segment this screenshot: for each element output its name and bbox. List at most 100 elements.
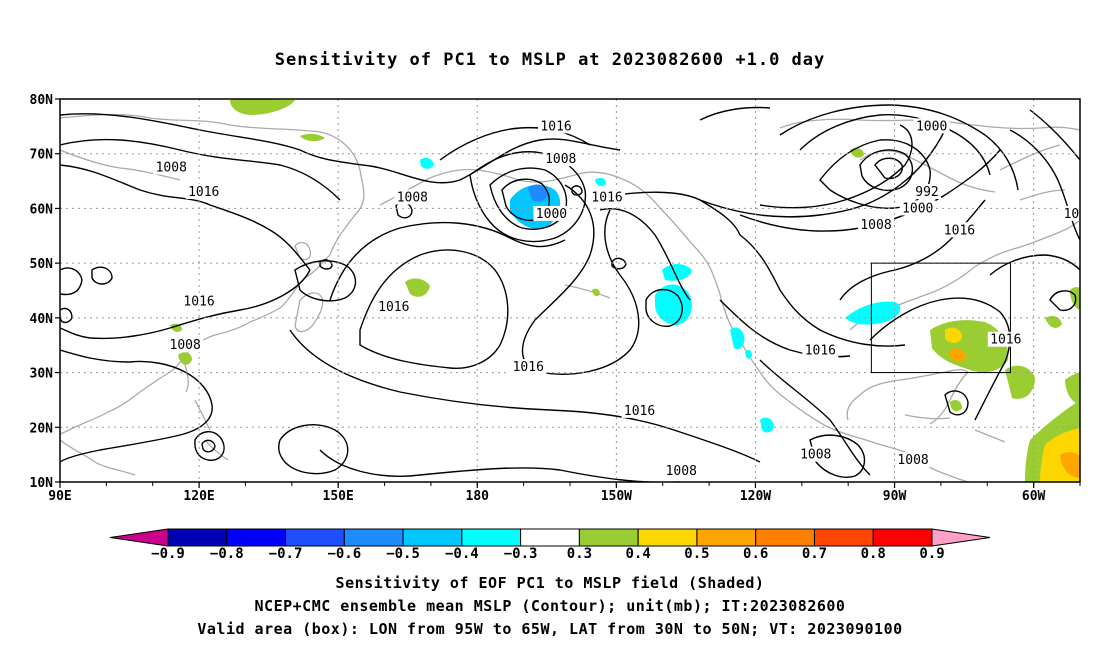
contour-label: 101 [1064, 207, 1087, 222]
colorbar-swatch [637, 528, 698, 547]
colorbar-label: −0.5 [386, 546, 420, 562]
colorbar-label: 0.8 [861, 546, 886, 562]
contour-label: 1008 [156, 160, 187, 175]
contour-label-bg [858, 216, 894, 232]
contour-label: 1000 [536, 207, 567, 222]
colorbar-swatch [285, 528, 345, 547]
contour-label: 1008 [666, 464, 697, 479]
colorbar-swatch [461, 528, 522, 547]
colorbar-swatch [402, 528, 463, 547]
colorbar-label: 0.7 [802, 546, 827, 562]
lat-tick-label: 40N [30, 312, 54, 327]
contour-label: 1008 [397, 190, 428, 205]
colorbar-swatch [813, 528, 874, 547]
lon-tick-label: 90E [48, 489, 71, 504]
contour-label-bg [797, 446, 834, 462]
contour-label-bg [542, 151, 579, 167]
colorbar-label: 0.3 [567, 546, 592, 562]
contour-label-bg [181, 293, 218, 309]
contour-label-bg [538, 118, 575, 134]
caption-line-2: NCEP+CMC ensemble mean MSLP (Contour); u… [254, 597, 846, 615]
lat-tick-label: 20N [30, 421, 54, 436]
colorbar-swatch [226, 528, 287, 547]
contour-label: 1008 [800, 448, 831, 463]
lat-tick-label: 50N [30, 257, 54, 272]
contour-label-bg [167, 337, 204, 353]
contour-label: 1000 [902, 201, 933, 216]
contour-label: 1008 [897, 453, 928, 468]
colorbar-swatch [755, 528, 815, 547]
contour-label-bg [913, 184, 941, 200]
lon-tick-label: 90W [883, 489, 907, 504]
colorbar-label: −0.9 [151, 546, 185, 562]
contour-label: 1016 [591, 190, 622, 205]
colorbar-label: −0.4 [445, 546, 479, 562]
contour-label-bg [375, 298, 412, 314]
contour-label: 1016 [540, 119, 571, 134]
contour-label: 1008 [545, 152, 576, 167]
contour-label-bg [589, 189, 626, 205]
contour-label-bg [913, 118, 950, 134]
colorbar-label: 0.9 [919, 546, 944, 562]
contour-label: 1016 [624, 404, 655, 419]
contour-label-bg [941, 222, 978, 238]
contour-label: 1008 [860, 218, 891, 233]
contour-label-bg [802, 342, 839, 358]
colorbar-label: 0.4 [626, 546, 651, 562]
contour-label-bg [533, 205, 570, 221]
lat-tick-label: 60N [30, 202, 54, 217]
lat-tick-label: 70N [30, 148, 54, 163]
colorbar-label: 0.5 [684, 546, 709, 562]
caption-line-1: Sensitivity of EOF PC1 to MSLP field (Sh… [335, 574, 765, 592]
colorbar-label: −0.3 [504, 546, 538, 562]
lon-tick-label: 180 [466, 489, 490, 504]
colorbar-swatch [343, 528, 404, 547]
contour-label-bg [510, 359, 547, 375]
lat-tick-label: 30N [30, 367, 54, 382]
contour-label-bg [185, 184, 222, 200]
colorbar-swatch [520, 528, 580, 547]
colorbar-low-triangle [109, 528, 169, 547]
colorbar: −0.9 −0.8 −0.7 −0.6 −0.5 −0.4 −0.3 0.3 0.4 0.5 0.6… [109, 528, 991, 562]
contour-label: 1016 [805, 344, 836, 359]
lat-tick-label: 80N [30, 93, 54, 108]
lon-tick-label: 150W [601, 489, 632, 504]
colorbar-swatch [696, 528, 757, 547]
contour-label-bg [1061, 205, 1080, 221]
contour-label: 1016 [183, 294, 214, 309]
contour-label-bg [663, 463, 700, 479]
valid-area-box [870, 262, 1011, 374]
colorbar-high-triangle [931, 528, 991, 547]
lat-tick-label: 10N [30, 476, 54, 491]
contour-label: 1016 [990, 333, 1021, 348]
lon-tick-label: 120E [183, 489, 214, 504]
colorbar-swatch [872, 528, 933, 547]
lon-tick-label: 150E [323, 489, 354, 504]
contour-label: 1016 [513, 360, 544, 375]
lon-tick-label: 120W [740, 489, 771, 504]
contour-label: 1016 [378, 300, 409, 315]
sensitivity-shading [170, 99, 1080, 482]
map-title: Sensitivity of PC1 to MSLP at 2023082600… [274, 50, 826, 70]
colorbar-label: −0.8 [210, 546, 244, 562]
contour-label: 1000 [916, 119, 947, 134]
contour-label: 1016 [944, 223, 975, 238]
colorbar-label: −0.6 [327, 546, 361, 562]
colorbar-swatch [167, 528, 228, 547]
lon-tick-label: 60W [1022, 489, 1046, 504]
contour-label-bg [153, 159, 190, 175]
contour-label-bg [987, 331, 1024, 347]
contour-label: 992 [915, 185, 938, 200]
mslp-contours [60, 104, 1080, 482]
caption-line-3: Valid area (box): LON from 95W to 65W, L… [197, 620, 903, 638]
colorbar-swatch [578, 528, 639, 547]
colorbar-label: 0.6 [743, 546, 768, 562]
contour-label-bg [895, 452, 932, 468]
contour-label-bg [899, 200, 936, 216]
contour-label-bg [621, 402, 658, 418]
contour-label: 1008 [170, 338, 201, 353]
colorbar-label: −0.7 [269, 546, 303, 562]
